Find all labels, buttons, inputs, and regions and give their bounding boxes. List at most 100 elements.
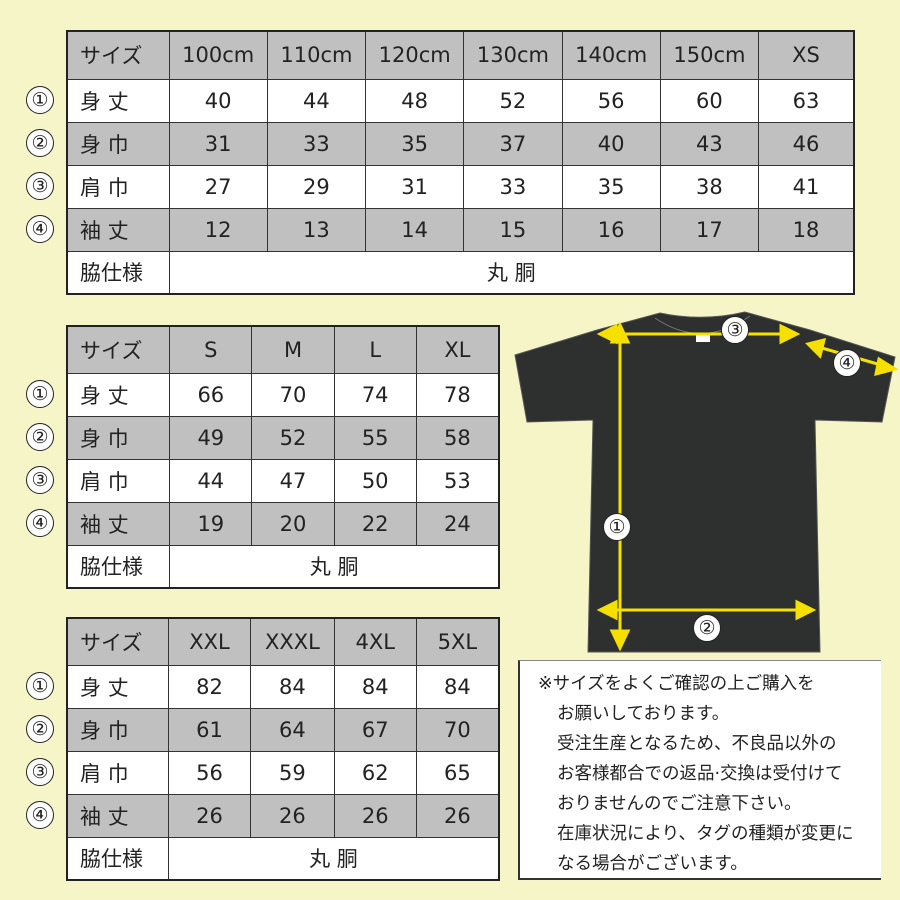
row-marker-4: ④: [26, 508, 54, 537]
measurement-row: 身 巾 31 33 35 37 40 43 46: [66, 121, 855, 166]
diagram-marker-3: ③: [721, 316, 749, 344]
row-marker-3: ③: [26, 171, 54, 200]
measure-arrows: [596, 321, 899, 652]
measurement-value: 38: [659, 164, 760, 209]
size-header: XS: [758, 30, 855, 80]
measurement-row: 身 巾 61 64 67 70: [66, 707, 500, 752]
measurement-row: 肩 巾 27 29 31 33 35 38 41: [66, 164, 855, 209]
measurement-row: 肩 巾 44 47 50 53: [66, 458, 500, 503]
measurement-value: 74: [333, 372, 417, 417]
measurement-value: 40: [168, 78, 268, 123]
size-header: 100cm: [168, 30, 268, 80]
measurement-value: 63: [758, 78, 855, 123]
measurement-value: 61: [167, 707, 252, 752]
size-table: サイズ 100cm 110cm 120cm 130cm 140cm 150cm XS 身 丈 40…: [66, 30, 855, 295]
measurement-value: 56: [561, 78, 661, 123]
measurement-value: 67: [333, 707, 417, 752]
side-spec-row: 脇仕様丸 胴: [66, 250, 855, 295]
measurement-value: 56: [167, 750, 252, 795]
measurement-label: 肩 巾: [66, 750, 169, 795]
side-spec-row: 脇仕様丸 胴: [66, 544, 500, 589]
measurement-value: 50: [333, 458, 417, 503]
diagram-marker-4: ④: [833, 349, 861, 377]
header-row: サイズ 100cm 110cm 120cm 130cm 140cm 150cm XS: [66, 30, 855, 80]
measurement-value: 14: [365, 207, 465, 252]
measurement-value: 35: [561, 164, 661, 209]
measurement-value: 24: [415, 501, 500, 546]
size-table: サイズ S M L XL 身 丈 66 70 74 78 身 巾 49 52 55 58 肩 巾 44 47 50 5…: [66, 325, 500, 589]
measurement-value: 20: [251, 501, 335, 546]
measurement-label: 肩 巾: [66, 164, 170, 209]
header-row: サイズ XXL XXXL 4XL 5XL: [66, 617, 500, 666]
measurement-value: 65: [415, 750, 500, 795]
row-marker-3: ③: [26, 465, 54, 494]
measurement-value: 84: [333, 664, 417, 709]
measurement-value: 46: [758, 121, 855, 166]
diagram-marker-2: ②: [693, 614, 721, 642]
measurement-value: 49: [169, 415, 253, 460]
measurement-label: 袖 丈: [66, 501, 171, 546]
note-line: おりませんのでご注意下さい。: [557, 794, 802, 814]
measurement-value: 53: [415, 458, 500, 503]
measurement-value: 13: [266, 207, 367, 252]
measurement-value: 62: [333, 750, 417, 795]
measurement-row: 袖 丈 12 13 14 15 16 17 18: [66, 207, 855, 252]
measurement-value: 35: [365, 121, 465, 166]
measurement-value: 48: [365, 78, 465, 123]
measurement-value: 64: [250, 707, 335, 752]
measurement-row: 袖 丈 19 20 22 24: [66, 501, 500, 546]
measurement-value: 19: [169, 501, 253, 546]
size-header: L: [333, 325, 417, 374]
row-marker-1: ①: [26, 671, 54, 700]
tshirt-tag: [696, 334, 710, 342]
measurement-value: 55: [333, 415, 417, 460]
size-table: サイズ XXL XXXL 4XL 5XL 身 丈 82 84 84 84 身 巾 61 64 67 70 肩 …: [66, 617, 500, 881]
measurement-row: 身 丈 82 84 84 84: [66, 664, 500, 709]
row-marker-4: ④: [26, 800, 54, 829]
diagram-marker-1: ①: [603, 513, 631, 541]
size-header: XL: [415, 325, 500, 374]
measurement-label: 身 丈: [66, 664, 169, 709]
measurement-value: 26: [415, 793, 500, 838]
measurement-value: 82: [167, 664, 252, 709]
measurement-value: 12: [168, 207, 268, 252]
measurement-value: 41: [758, 164, 855, 209]
note-line: なる場合がございます。: [557, 854, 748, 874]
size-header: 130cm: [463, 30, 563, 80]
row-marker-3: ③: [26, 757, 54, 786]
measurement-value: 26: [333, 793, 417, 838]
note-line: 在庫状況により、タグの種類が変更に: [557, 824, 854, 844]
side-spec-label: 脇仕様: [66, 250, 170, 295]
measurement-label: 身 巾: [66, 121, 170, 166]
measurement-label: 身 丈: [66, 78, 170, 123]
measurement-value: 52: [463, 78, 563, 123]
measurement-value: 58: [415, 415, 500, 460]
measurement-value: 59: [250, 750, 335, 795]
row-marker-4: ④: [26, 214, 54, 243]
size-label-header: サイズ: [66, 30, 170, 80]
note-line: お客様都合での返品·交換は受付けて: [557, 764, 843, 784]
side-spec-label: 脇仕様: [66, 836, 169, 881]
measurement-value: 29: [266, 164, 367, 209]
size-header: 150cm: [659, 30, 760, 80]
side-spec-label: 脇仕様: [66, 544, 171, 589]
size-header: 140cm: [561, 30, 661, 80]
measurement-row: 袖 丈 26 26 26 26: [66, 793, 500, 838]
measurement-value: 78: [415, 372, 500, 417]
tshirt-body: [514, 311, 896, 653]
measurement-value: 17: [659, 207, 760, 252]
measurement-value: 26: [167, 793, 252, 838]
measurement-value: 31: [365, 164, 465, 209]
size-header: S: [169, 325, 253, 374]
measurement-label: 袖 丈: [66, 793, 169, 838]
measurement-value: 60: [659, 78, 760, 123]
header-row: サイズ S M L XL: [66, 325, 500, 374]
size-header: 4XL: [333, 617, 417, 666]
size-label-header: サイズ: [66, 325, 171, 374]
notes-box: ※サイズをよくご確認の上ご購入を お願いしております。 受注生産となるため、不良…: [518, 660, 881, 880]
size-header: 110cm: [266, 30, 367, 80]
measurement-value: 84: [415, 664, 500, 709]
measurement-value: 47: [251, 458, 335, 503]
